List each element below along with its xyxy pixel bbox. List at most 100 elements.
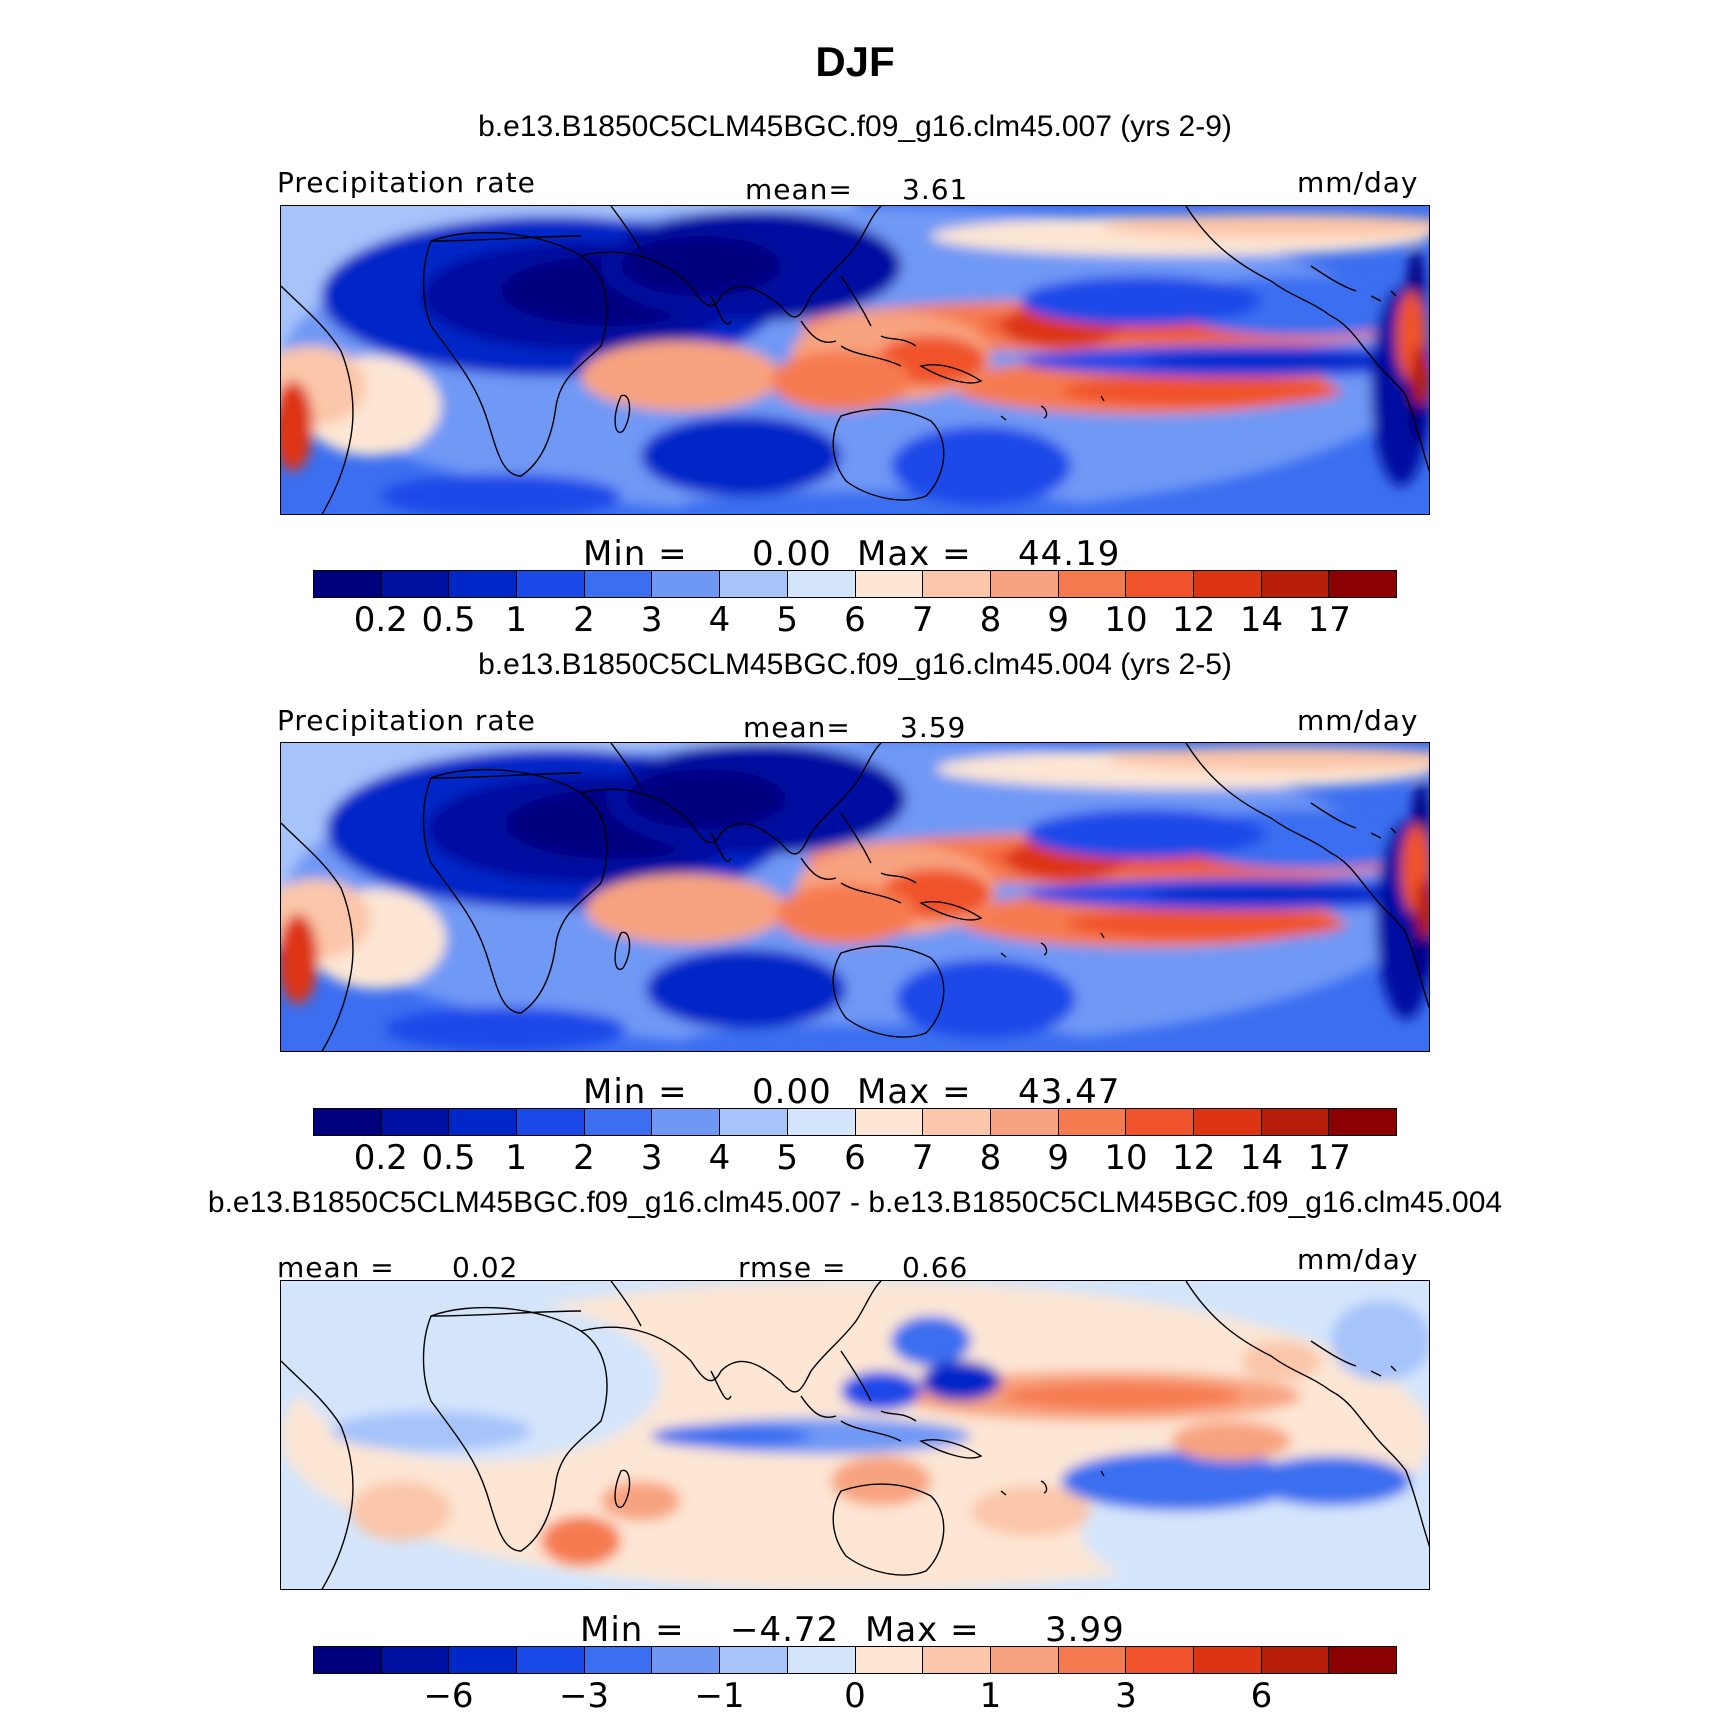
panel-2-variable-label: Precipitation rate (277, 704, 536, 737)
colorbar-swatch (1058, 1647, 1127, 1673)
colorbar-swatch (1193, 1647, 1262, 1673)
colorbar-swatch (855, 1647, 924, 1673)
colorbar-tick-label: 0.2 (353, 600, 408, 640)
colorbar-tick-label: 1 (505, 1138, 528, 1178)
colorbar-swatch (584, 1647, 653, 1673)
colorbar-swatch (1329, 1647, 1396, 1673)
colorbar-swatch (1261, 1109, 1330, 1135)
colorbar-swatch (787, 571, 856, 597)
colorbar-swatch (855, 571, 924, 597)
panel-2-map (280, 742, 1430, 1052)
colorbar-swatch (381, 1109, 450, 1135)
colorbar-tick-label: −3 (558, 1676, 610, 1716)
panel-1-units: mm/day (1297, 166, 1419, 199)
colorbar-tick-label: 3 (640, 1138, 663, 1178)
colorbar-tick-label: 1 (505, 600, 528, 640)
panel-2-min-value: 0.00 (752, 1072, 832, 1112)
panel-3-colorbar (313, 1646, 1397, 1674)
colorbar-swatch (314, 1109, 382, 1135)
colorbar-tick-label: 6 (844, 600, 866, 640)
colorbar-tick-label: 10 (1104, 1138, 1148, 1178)
panel-1-max-label: Max = (857, 534, 972, 574)
colorbar-tick-label: 10 (1104, 600, 1148, 640)
colorbar-swatch (517, 1109, 585, 1135)
colorbar-swatch (1126, 1647, 1194, 1673)
panel-1-max-value: 44.19 (1018, 534, 1121, 574)
panel-1-min-label: Min = (583, 534, 688, 574)
colorbar-tick-label: 7 (911, 600, 934, 640)
panel-1-map (280, 205, 1430, 515)
colorbar-swatch (314, 1647, 382, 1673)
colorbar-tick-label: 7 (911, 1138, 934, 1178)
colorbar-swatch (314, 571, 382, 597)
colorbar-swatch (990, 571, 1059, 597)
colorbar-swatch (855, 1109, 924, 1135)
colorbar-tick-label: −6 (423, 1676, 474, 1716)
colorbar-swatch (1126, 571, 1194, 597)
panel-1-variable-label: Precipitation rate (277, 166, 536, 199)
colorbar-swatch (584, 1109, 653, 1135)
colorbar-swatch (787, 1647, 856, 1673)
colorbar-tick-label: 9 (1047, 1138, 1070, 1178)
panel-2-mean-value: 3.59 (900, 711, 967, 744)
colorbar-swatch (1261, 571, 1330, 597)
colorbar-swatch (381, 1647, 450, 1673)
colorbar-tick-label: 6 (844, 1138, 866, 1178)
colorbar-swatch (517, 571, 585, 597)
panel-2-min-label: Min = (583, 1072, 688, 1112)
colorbar-tick-label: 0.2 (353, 1138, 408, 1178)
colorbar-tick-label: 12 (1172, 600, 1216, 640)
colorbar-swatch (923, 1109, 991, 1135)
panel-3-min-value: −4.72 (730, 1610, 840, 1650)
panel-1-colorbar (313, 570, 1397, 598)
panel-1-min-value: 0.00 (752, 534, 832, 574)
colorbar-tick-label: 2 (573, 600, 595, 640)
colorbar-tick-label: 9 (1047, 600, 1070, 640)
colorbar-swatch (720, 1109, 788, 1135)
colorbar-swatch (923, 571, 991, 597)
colorbar-tick-label: 5 (776, 600, 799, 640)
colorbar-swatch (923, 1647, 991, 1673)
colorbar-tick-label: 2 (573, 1138, 595, 1178)
colorbar-swatch (1058, 1109, 1127, 1135)
colorbar-tick-label: 12 (1172, 1138, 1216, 1178)
colorbar-tick-label: 0.5 (421, 1138, 476, 1178)
colorbar-swatch (1126, 1109, 1194, 1135)
panel-3-rmse-value: 0.66 (902, 1251, 969, 1284)
panel-3-title: b.e13.B1850C5CLM45BGC.f09_g16.clm45.007 … (207, 1186, 1503, 1219)
colorbar-tick-label: 17 (1307, 1138, 1351, 1178)
colorbar-tick-label: 8 (979, 600, 1002, 640)
colorbar-swatch (720, 571, 788, 597)
colorbar-tick-label: 1 (979, 1676, 1002, 1716)
panel-3-max-label: Max = (865, 1610, 980, 1650)
panel-1-mean-value: 3.61 (902, 173, 969, 206)
colorbar-swatch (1329, 571, 1396, 597)
colorbar-tick-label: 0 (844, 1676, 866, 1716)
colorbar-swatch (652, 1647, 721, 1673)
colorbar-swatch (1329, 1109, 1396, 1135)
panel-2-units: mm/day (1297, 704, 1419, 737)
panel-3-min-label: Min = (580, 1610, 685, 1650)
panel-1-mean-label: mean= (745, 173, 853, 206)
panel-3-max-value: 3.99 (1045, 1610, 1125, 1650)
panel-1-title: b.e13.B1850C5CLM45BGC.f09_g16.clm45.007 … (478, 110, 1232, 143)
panel-3-units: mm/day (1297, 1243, 1419, 1276)
panel-2-max-label: Max = (857, 1072, 972, 1112)
colorbar-swatch (449, 571, 518, 597)
panel-2-max-value: 43.47 (1018, 1072, 1121, 1112)
panel-3-mean-value: 0.02 (452, 1251, 519, 1284)
colorbar-swatch (720, 1647, 788, 1673)
colorbar-swatch (1261, 1647, 1330, 1673)
colorbar-tick-label: 17 (1307, 600, 1351, 640)
colorbar-tick-label: −1 (694, 1676, 745, 1716)
colorbar-tick-label: 3 (1115, 1676, 1137, 1716)
colorbar-tick-label: 3 (640, 600, 663, 640)
colorbar-tick-label: 5 (776, 1138, 799, 1178)
colorbar-swatch (1058, 571, 1127, 597)
figure-title: DJF (815, 38, 895, 85)
colorbar-swatch (787, 1109, 856, 1135)
colorbar-swatch (517, 1647, 585, 1673)
colorbar-tick-label: 0.5 (421, 600, 476, 640)
panel-2-colorbar (313, 1108, 1397, 1136)
colorbar-swatch (990, 1109, 1059, 1135)
